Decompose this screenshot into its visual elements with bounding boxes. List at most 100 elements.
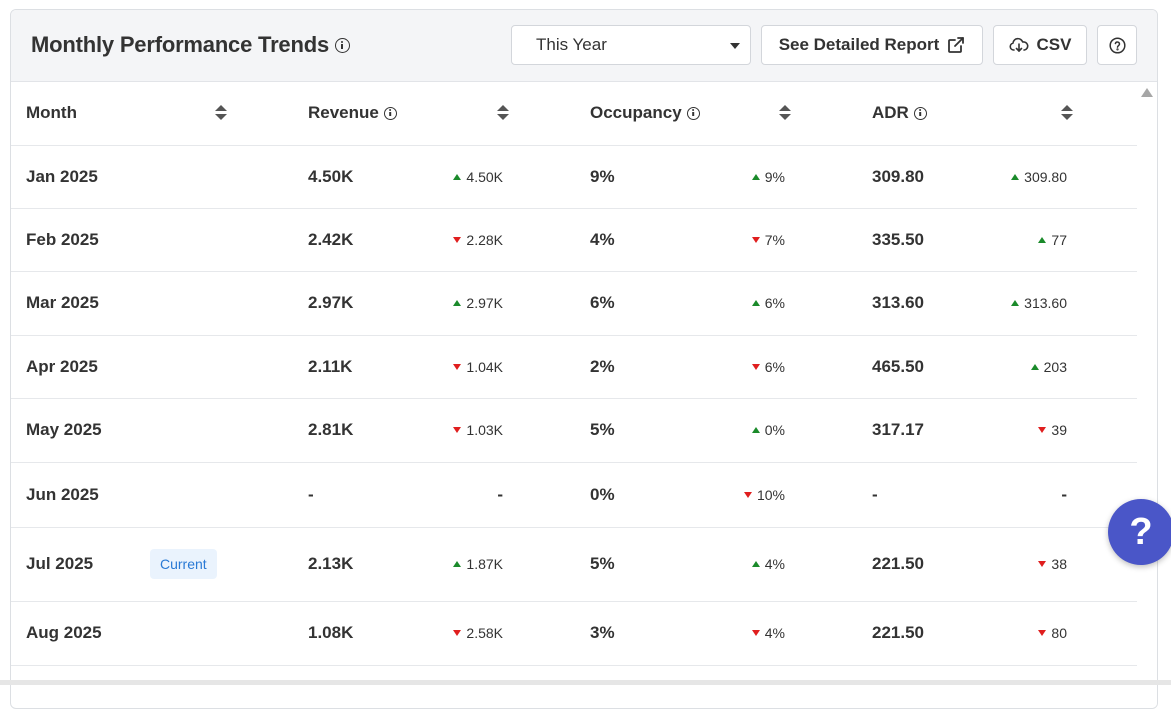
help-fab-button[interactable]: ? xyxy=(1108,499,1171,565)
adr-value: 221.50 xyxy=(872,623,924,642)
adr-cell: 221.50 80 xyxy=(857,601,1139,665)
see-detailed-report-button[interactable]: See Detailed Report xyxy=(761,25,983,65)
horizontal-scrollbar[interactable] xyxy=(0,680,1171,685)
trend-up-icon xyxy=(453,173,462,180)
trend-up-icon xyxy=(1038,236,1047,243)
occupancy-column-header[interactable]: Occupancy xyxy=(575,82,857,145)
adr-column-header[interactable]: ADR xyxy=(857,82,1139,145)
revenue-cell-content: 4.50K 4.50K xyxy=(308,167,503,187)
revenue-delta-value: 1.04K xyxy=(466,358,503,375)
revenue-delta: - xyxy=(497,485,503,505)
chevron-down-icon xyxy=(730,43,740,49)
month-label: Jun 2025 xyxy=(26,484,99,504)
occupancy-delta: 9% xyxy=(751,168,785,185)
adr-delta-value: 313.60 xyxy=(1024,295,1067,311)
adr-value: 317.17 xyxy=(872,420,924,439)
trend-down-icon xyxy=(751,630,760,636)
revenue-value: - xyxy=(308,484,314,504)
external-link-icon xyxy=(947,36,965,54)
adr-cell-content: 309.80 309.80 xyxy=(872,167,1067,187)
occupancy-value: 6% xyxy=(590,293,615,312)
adr-value: 313.60 xyxy=(872,293,924,312)
info-icon[interactable] xyxy=(334,37,350,53)
trend-up-icon xyxy=(751,561,760,567)
help-button[interactable] xyxy=(1097,25,1137,65)
occupancy-cell-content: 6% 6% xyxy=(590,293,785,313)
month-label: May 2025 xyxy=(26,420,102,439)
revenue-value: 2.81K xyxy=(308,420,354,439)
occupancy-delta: 7% xyxy=(751,231,785,248)
occupancy-value: 0% xyxy=(590,484,615,504)
adr-cell: 309.80 309.80 xyxy=(857,145,1139,208)
month-cell: May 2025 xyxy=(11,398,293,462)
adr-cell: 465.50 203 xyxy=(857,335,1139,398)
occupancy-delta-value: 9% xyxy=(764,168,785,185)
trend-down-icon xyxy=(1038,427,1047,433)
sort-icon[interactable] xyxy=(779,105,791,121)
card-header: Monthly Performance Trends This Year See… xyxy=(11,10,1157,82)
sort-icon[interactable] xyxy=(215,105,227,121)
revenue-value: 2.97K xyxy=(308,293,354,312)
revenue-delta-value: 2.58K xyxy=(466,625,503,641)
info-icon[interactable] xyxy=(913,106,927,120)
help-fab-label: ? xyxy=(1129,510,1153,553)
occupancy-delta: 6% xyxy=(751,359,785,375)
trend-up-icon xyxy=(751,427,760,433)
adr-cell-content: 221.50 38 xyxy=(872,554,1067,574)
revenue-delta: 1.03K xyxy=(453,422,503,438)
adr-delta-value: 309.80 xyxy=(1024,168,1067,185)
occupancy-value: 2% xyxy=(590,356,615,376)
occupancy-cell: 2% 6% xyxy=(575,335,857,398)
adr-cell-content: 313.60 313.60 xyxy=(872,293,1067,313)
info-icon[interactable] xyxy=(686,106,700,120)
trend-down-icon xyxy=(751,363,760,370)
occupancy-cell-content: 4% 7% xyxy=(590,230,785,250)
adr-cell-content: 317.17 39 xyxy=(872,420,1067,440)
month-label: Aug 2025 xyxy=(26,623,102,642)
trend-up-icon xyxy=(453,561,462,567)
trend-down-icon xyxy=(453,236,462,243)
sort-icon[interactable] xyxy=(1061,105,1073,121)
report-button-label: See Detailed Report xyxy=(778,35,940,54)
month-cell: Aug 2025 xyxy=(11,601,293,665)
csv-download-button[interactable]: CSV xyxy=(993,25,1087,65)
column-label: ADR xyxy=(872,103,909,123)
title-text: Monthly Performance Trends xyxy=(31,32,329,57)
occupancy-cell: 9% 9% xyxy=(575,145,857,208)
scrollbar[interactable] xyxy=(1137,82,1157,708)
sort-icon[interactable] xyxy=(497,105,509,121)
column-label: Month xyxy=(26,103,77,123)
revenue-delta: 2.58K xyxy=(453,625,503,641)
revenue-cell: 2.81K 1.03K xyxy=(293,398,575,462)
revenue-delta: 1.04K xyxy=(453,359,503,375)
revenue-delta-value: 2.28K xyxy=(466,231,503,248)
month-cell: Jul 2025 Current xyxy=(11,527,293,601)
revenue-cell: 2.97K 2.97K xyxy=(293,271,575,335)
period-select[interactable]: This Year xyxy=(511,25,751,65)
table-row: May 2025 2.81K 1.03K 5% 0% 317.17 39 xyxy=(11,398,1139,462)
scroll-up-arrow-icon[interactable] xyxy=(1141,88,1153,97)
revenue-cell-content: 2.11K 1.04K xyxy=(308,357,503,377)
revenue-value: 2.13K xyxy=(308,554,354,573)
adr-cell: -- xyxy=(857,462,1139,527)
trend-down-icon xyxy=(453,630,462,636)
csv-button-label: CSV xyxy=(1036,35,1072,54)
revenue-delta-value: 4.50K xyxy=(466,168,503,185)
occupancy-cell-content: 5% 4% xyxy=(590,554,785,574)
revenue-column-header[interactable]: Revenue xyxy=(293,82,575,145)
month-column-header[interactable]: Month xyxy=(11,82,293,145)
column-label: Occupancy xyxy=(590,103,682,123)
adr-delta-value: 80 xyxy=(1051,625,1067,641)
trend-up-icon xyxy=(1011,300,1020,306)
adr-delta: 39 xyxy=(1038,422,1067,438)
adr-cell-content: -- xyxy=(872,485,1067,505)
cloud-download-icon xyxy=(1009,37,1029,53)
info-icon[interactable] xyxy=(383,106,397,120)
revenue-cell-content: 2.13K 1.87K xyxy=(308,554,503,574)
occupancy-cell-content: 0% 10% xyxy=(590,485,785,505)
trend-up-icon xyxy=(1011,173,1020,180)
performance-card: Monthly Performance Trends This Year See… xyxy=(10,9,1158,709)
occupancy-cell: 0% 10% xyxy=(575,462,857,527)
occupancy-delta-value: 7% xyxy=(764,231,785,248)
adr-cell: 221.50 38 xyxy=(857,527,1139,601)
